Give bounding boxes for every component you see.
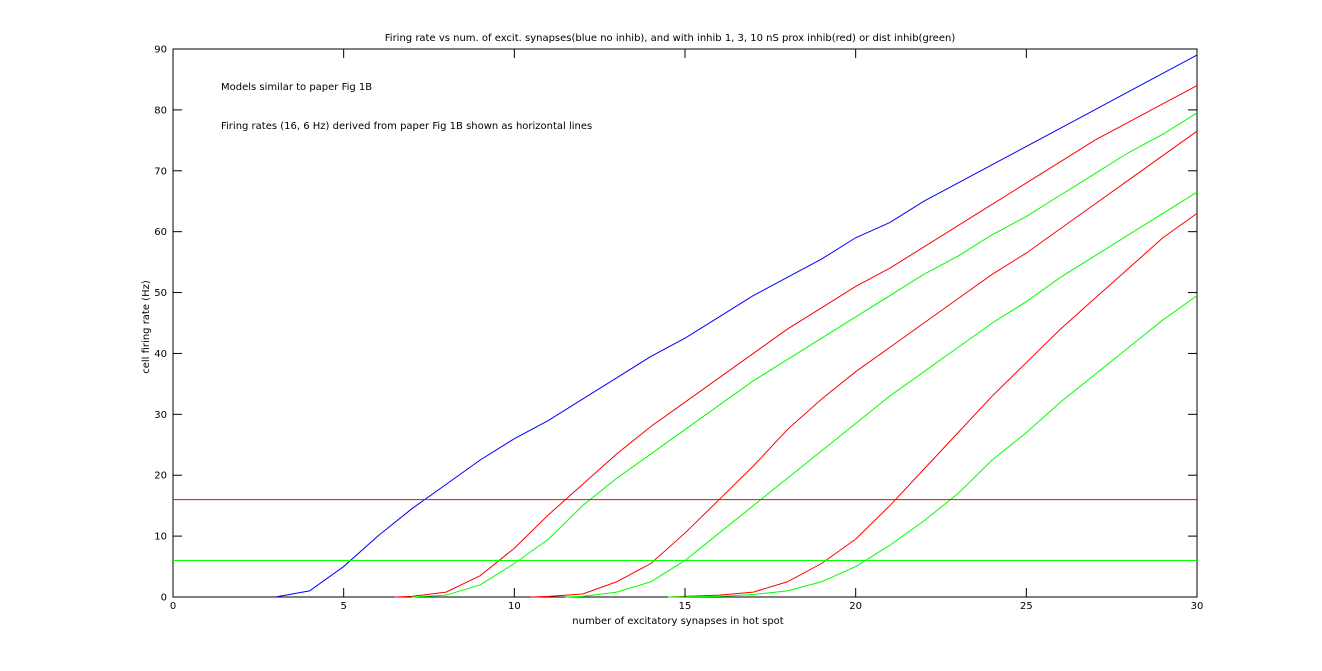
y-tick-label: 40 [154,349,167,360]
y-tick-label: 20 [154,471,167,482]
y-tick-label: 30 [154,410,167,421]
x-tick-label: 25 [1020,601,1033,612]
y-tick-label: 90 [154,45,167,56]
series-layer [173,54,1198,598]
x-tick-label: 0 [170,601,176,612]
y-tick-label: 0 [161,593,167,604]
annotation-firing-rates: Firing rates (16, 6 Hz) derived from pap… [221,121,592,132]
y-tick-label: 60 [154,227,167,238]
x-tick-label: 10 [508,601,521,612]
x-tick-label: 30 [1191,601,1204,612]
series-line-3 [531,130,1198,598]
series-line-6 [667,295,1198,598]
plot-area: 0 5 10 15 20 25 30 0 10 20 30 40 50 60 70 80 90 [154,45,1203,613]
chart-title: Firing rate vs num. of excit. synapses(b… [385,33,956,44]
x-tick-label: 5 [340,601,346,612]
annotation-models: Models similar to paper Fig 1B [221,82,372,93]
y-tick-label: 70 [154,166,167,177]
y-tick-label: 50 [154,288,167,299]
y-tick-label: 80 [154,105,167,116]
series-line-0 [275,54,1198,598]
series-line-4 [565,191,1198,598]
y-axis-label: cell firing rate (Hz) [141,280,152,374]
axis-ticks: 0 5 10 15 20 25 30 0 10 20 30 40 50 60 70 80 90 [154,45,1203,613]
x-tick-label: 15 [679,601,692,612]
y-tick-label: 10 [154,532,167,543]
series-line-2 [411,112,1198,598]
series-line-5 [667,212,1198,598]
plot-frame [172,48,1198,598]
series-line-1 [394,85,1198,598]
x-tick-label: 20 [849,601,862,612]
x-axis-label: number of excitatory synapses in hot spo… [572,616,784,627]
